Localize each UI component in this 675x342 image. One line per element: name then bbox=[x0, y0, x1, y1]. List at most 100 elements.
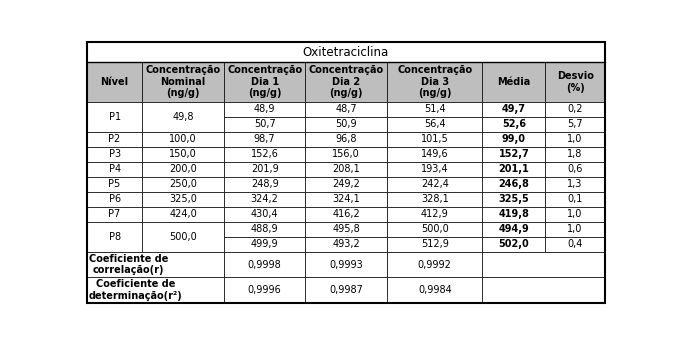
Text: 1,0: 1,0 bbox=[568, 209, 583, 219]
Text: Nível: Nível bbox=[101, 77, 129, 87]
Text: 328,1: 328,1 bbox=[421, 194, 449, 205]
Text: 248,9: 248,9 bbox=[251, 179, 279, 189]
Bar bbox=[306, 237, 387, 252]
Bar bbox=[387, 117, 483, 132]
Bar bbox=[142, 222, 224, 252]
Bar bbox=[483, 162, 545, 177]
Bar bbox=[545, 162, 605, 177]
Bar bbox=[142, 147, 224, 162]
Bar bbox=[483, 117, 545, 132]
Bar bbox=[224, 162, 306, 177]
Text: 325,0: 325,0 bbox=[169, 194, 197, 205]
Bar bbox=[545, 192, 605, 207]
Text: 0,9993: 0,9993 bbox=[329, 260, 363, 269]
Text: 0,4: 0,4 bbox=[568, 239, 583, 249]
Bar bbox=[224, 147, 306, 162]
Text: 96,8: 96,8 bbox=[335, 134, 357, 144]
Bar bbox=[306, 207, 387, 222]
Bar bbox=[483, 277, 605, 303]
Text: 494,9: 494,9 bbox=[498, 224, 529, 234]
Bar bbox=[483, 252, 605, 277]
Text: 250,0: 250,0 bbox=[169, 179, 197, 189]
Bar bbox=[224, 177, 306, 192]
Text: Média: Média bbox=[497, 77, 531, 87]
Bar bbox=[306, 222, 387, 237]
Text: 495,8: 495,8 bbox=[332, 224, 360, 234]
Bar bbox=[483, 132, 545, 147]
Text: 156,0: 156,0 bbox=[332, 149, 360, 159]
Text: 412,9: 412,9 bbox=[421, 209, 449, 219]
Bar bbox=[483, 147, 545, 162]
Bar bbox=[387, 132, 483, 147]
Bar bbox=[545, 222, 605, 237]
Bar bbox=[87, 277, 224, 303]
Text: 324,1: 324,1 bbox=[332, 194, 360, 205]
Bar bbox=[387, 252, 483, 277]
Bar bbox=[224, 62, 306, 102]
Bar bbox=[224, 102, 306, 117]
Bar bbox=[387, 177, 483, 192]
Text: P6: P6 bbox=[109, 194, 121, 205]
Text: Concentração
Dia 2
(ng/g): Concentração Dia 2 (ng/g) bbox=[308, 65, 384, 98]
Bar bbox=[545, 117, 605, 132]
Bar bbox=[142, 162, 224, 177]
Text: 201,1: 201,1 bbox=[498, 165, 529, 174]
Text: 325,5: 325,5 bbox=[498, 194, 529, 205]
Text: 149,6: 149,6 bbox=[421, 149, 449, 159]
Text: 500,0: 500,0 bbox=[421, 224, 449, 234]
Text: 51,4: 51,4 bbox=[424, 104, 446, 114]
Text: 0,9987: 0,9987 bbox=[329, 285, 363, 295]
Bar bbox=[545, 237, 605, 252]
Bar bbox=[87, 162, 142, 177]
Text: Concentração
Dia 1
(ng/g): Concentração Dia 1 (ng/g) bbox=[227, 65, 302, 98]
Bar bbox=[142, 192, 224, 207]
Bar bbox=[306, 252, 387, 277]
Bar bbox=[87, 102, 142, 132]
Text: 0,1: 0,1 bbox=[568, 194, 583, 205]
Text: 416,2: 416,2 bbox=[332, 209, 360, 219]
Text: 1,0: 1,0 bbox=[568, 224, 583, 234]
Text: Oxitetraciclina: Oxitetraciclina bbox=[303, 45, 389, 58]
Text: 424,0: 424,0 bbox=[169, 209, 197, 219]
Bar bbox=[306, 162, 387, 177]
Text: 246,8: 246,8 bbox=[498, 179, 529, 189]
Text: P4: P4 bbox=[109, 165, 121, 174]
Text: 1,8: 1,8 bbox=[568, 149, 583, 159]
Bar bbox=[142, 207, 224, 222]
Bar bbox=[87, 42, 605, 62]
Text: 48,7: 48,7 bbox=[335, 104, 357, 114]
Text: P1: P1 bbox=[109, 112, 121, 122]
Bar bbox=[483, 237, 545, 252]
Text: 249,2: 249,2 bbox=[332, 179, 360, 189]
Bar bbox=[142, 177, 224, 192]
Bar bbox=[545, 102, 605, 117]
Text: 49,8: 49,8 bbox=[172, 112, 194, 122]
Text: 100,0: 100,0 bbox=[169, 134, 197, 144]
Bar bbox=[224, 117, 306, 132]
Text: 101,5: 101,5 bbox=[421, 134, 449, 144]
Bar bbox=[387, 62, 483, 102]
Text: 500,0: 500,0 bbox=[169, 232, 197, 242]
Bar bbox=[387, 222, 483, 237]
Bar bbox=[483, 177, 545, 192]
Bar bbox=[545, 147, 605, 162]
Text: P5: P5 bbox=[109, 179, 121, 189]
Bar bbox=[224, 277, 306, 303]
Bar bbox=[545, 177, 605, 192]
Text: P3: P3 bbox=[109, 149, 121, 159]
Bar bbox=[545, 62, 605, 102]
Text: 98,7: 98,7 bbox=[254, 134, 275, 144]
Bar bbox=[306, 62, 387, 102]
Text: 0,6: 0,6 bbox=[568, 165, 583, 174]
Text: Desvio
(%): Desvio (%) bbox=[557, 71, 593, 93]
Text: 201,9: 201,9 bbox=[251, 165, 279, 174]
Bar bbox=[306, 132, 387, 147]
Bar bbox=[224, 252, 306, 277]
Text: 512,9: 512,9 bbox=[421, 239, 449, 249]
Text: 208,1: 208,1 bbox=[332, 165, 360, 174]
Bar bbox=[87, 192, 142, 207]
Bar bbox=[142, 102, 224, 132]
Text: Concentração
Dia 3
(ng/g): Concentração Dia 3 (ng/g) bbox=[397, 65, 472, 98]
Bar bbox=[387, 207, 483, 222]
Text: 1,3: 1,3 bbox=[568, 179, 583, 189]
